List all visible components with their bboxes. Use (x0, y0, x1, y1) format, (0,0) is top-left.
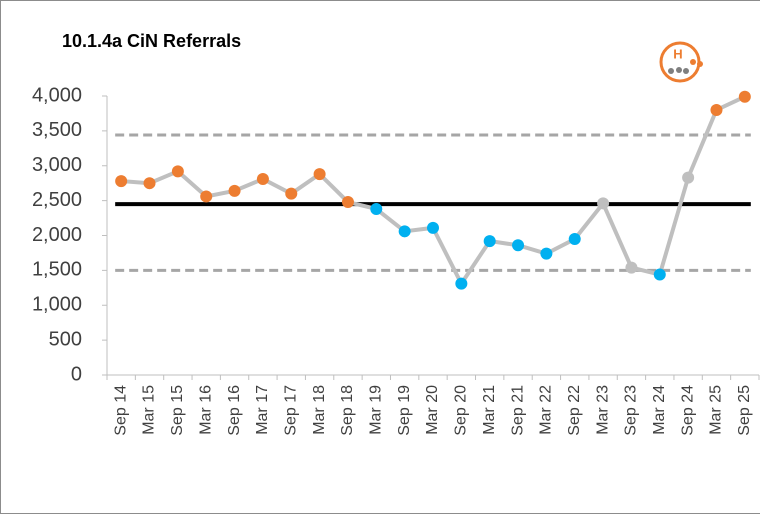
y-tick-label: 2,500 (32, 189, 82, 211)
x-tick-label: Sep 20 (453, 385, 470, 436)
x-tick-label: Mar 17 (254, 385, 271, 435)
data-point (115, 175, 128, 188)
data-point (285, 187, 298, 200)
data-point (568, 232, 581, 245)
data-point (200, 190, 213, 203)
x-tick-label: Sep 22 (566, 385, 583, 436)
x-tick-label: Mar 19 (368, 385, 385, 435)
y-tick-label: 2,000 (32, 224, 82, 246)
data-point (625, 261, 638, 274)
data-point (710, 103, 723, 116)
x-tick-label: Sep 24 (679, 385, 696, 436)
data-point (512, 239, 525, 252)
data-point (738, 90, 751, 103)
logo-dot (668, 68, 674, 74)
data-point (682, 171, 695, 184)
x-tick-label: Mar 23 (594, 385, 611, 435)
data-point (398, 225, 411, 238)
x-tick-label: Mar 20 (424, 385, 441, 435)
y-tick-label: 0 (71, 363, 82, 385)
logo-dot (697, 61, 703, 67)
x-tick-label: Sep 21 (509, 385, 526, 436)
y-tick-label: 3,500 (32, 119, 82, 141)
x-tick-label: Sep 25 (736, 385, 753, 436)
data-point (256, 173, 269, 186)
data-point (483, 235, 496, 248)
y-tick-label: 4,000 (32, 84, 82, 106)
y-tick-label: 500 (49, 328, 82, 350)
x-tick-label: Mar 22 (538, 385, 555, 435)
logo-text: H (673, 46, 682, 61)
data-point (427, 221, 439, 234)
x-tick-label: Sep 16 (226, 385, 243, 436)
x-tick-label: Mar 21 (481, 385, 498, 435)
data-point (455, 277, 468, 290)
data-point (313, 168, 326, 181)
x-tick-label: Sep 18 (339, 385, 356, 436)
x-tick-label: Mar 24 (651, 385, 668, 435)
data-point (228, 184, 241, 197)
y-tick-label: 1,500 (32, 259, 82, 281)
x-tick-label: Sep 17 (282, 385, 299, 436)
data-point (341, 196, 354, 209)
data-point (540, 247, 553, 260)
logo-dot (676, 67, 682, 73)
logo-dot (690, 59, 696, 65)
data-point (653, 268, 666, 281)
x-tick-label: Sep 14 (112, 385, 129, 436)
y-tick-label: 1,000 (32, 294, 82, 316)
data-point (143, 177, 156, 190)
data-point (597, 197, 610, 210)
x-tick-label: Mar 15 (141, 385, 158, 435)
x-tick-label: Mar 18 (311, 385, 328, 435)
x-tick-label: Sep 23 (623, 385, 640, 436)
x-tick-label: Sep 15 (169, 385, 186, 436)
logo-dot (683, 68, 689, 74)
y-tick-label: 3,000 (32, 154, 82, 176)
x-tick-label: Sep 19 (396, 385, 413, 436)
logo: H (659, 41, 703, 83)
data-point (171, 165, 184, 178)
data-point (370, 202, 383, 215)
x-tick-label: Mar 16 (197, 385, 214, 435)
x-tick-label: Mar 25 (708, 385, 725, 435)
chart-title: 10.1.4a CiN Referrals (62, 31, 241, 51)
